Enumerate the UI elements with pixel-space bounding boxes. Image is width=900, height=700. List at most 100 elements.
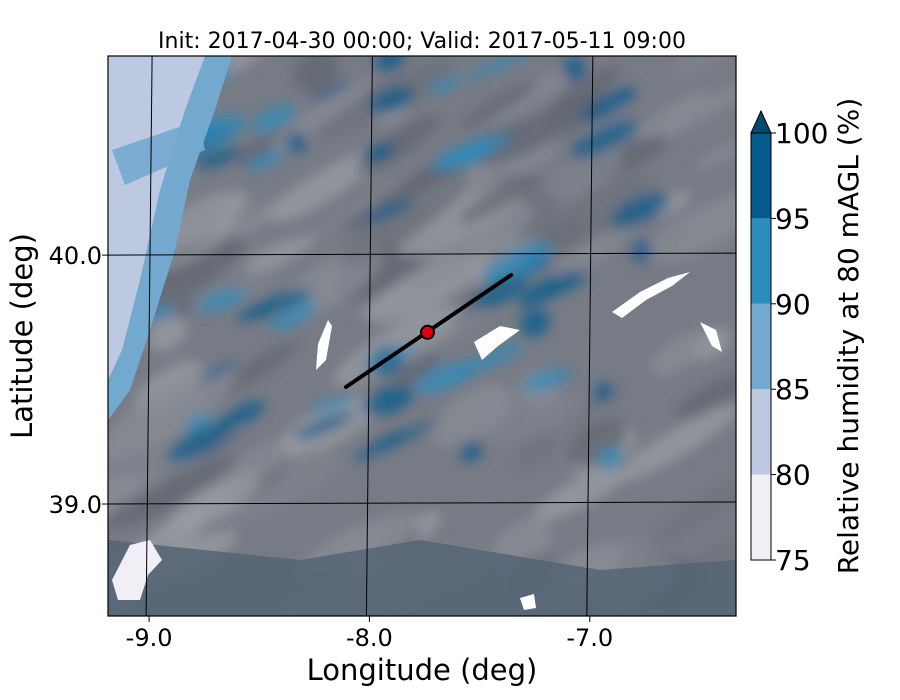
field-blob-humid <box>250 104 297 133</box>
field-blob <box>293 56 339 92</box>
field-blob-humid <box>563 56 587 83</box>
colorbar-segment <box>751 133 771 219</box>
x-tick-label: -9.0 <box>126 624 173 652</box>
field-blob-humid <box>308 394 356 415</box>
grid-meridian <box>586 56 594 616</box>
field-blob <box>270 149 380 223</box>
field-blob-humid <box>368 85 415 114</box>
field-blob-humid <box>414 362 474 394</box>
no-data-gap <box>316 320 332 370</box>
no-data-gap <box>474 326 520 360</box>
grid-meridian <box>145 56 153 616</box>
southern-zone <box>108 540 736 616</box>
field-blob-humid <box>426 75 461 94</box>
field-blob-humid <box>516 268 583 302</box>
field-blob-humid <box>362 384 414 417</box>
field-blob-humid <box>458 439 484 462</box>
field-blob <box>676 374 736 420</box>
field-blob <box>431 383 512 447</box>
map-marks <box>344 273 514 389</box>
dry-patch <box>112 540 162 600</box>
field-blob <box>461 81 539 128</box>
field-blob <box>517 437 555 467</box>
field-blob-humid <box>597 446 623 470</box>
colorbar-segment <box>751 389 771 475</box>
field-blob <box>555 230 620 275</box>
y-tick-label: 39.0 <box>49 491 102 519</box>
field-blob-humid <box>166 423 233 463</box>
field-blob-humid <box>269 301 318 331</box>
colorbar-segment <box>751 474 771 560</box>
field-blob-humid <box>482 242 554 283</box>
y-axis-ticks: 40.0 39.0 <box>49 242 108 519</box>
field-blob-humid <box>199 361 237 382</box>
colorbar-tick-label: 85 <box>775 373 811 406</box>
field-blob-humid <box>353 430 405 462</box>
field-blob <box>649 330 710 377</box>
field-blob-humid <box>246 149 286 170</box>
field-blob <box>458 173 540 224</box>
no-data-gap <box>700 322 722 352</box>
field-blob-humid <box>519 308 551 337</box>
field-blob <box>635 90 712 140</box>
field-blob <box>669 56 736 78</box>
field-blob-humid <box>464 56 532 81</box>
no-data-gap <box>612 272 690 318</box>
field-blob <box>639 188 736 264</box>
field-blob-humid <box>569 119 639 159</box>
grid-parallel <box>108 501 736 505</box>
field-blob <box>338 173 469 266</box>
x-tick-label: -7.0 <box>566 624 613 652</box>
field-blob-humid <box>293 412 355 440</box>
field-blob-humid <box>630 237 652 263</box>
grid-parallel <box>108 252 736 256</box>
colorbar-extend-arrow <box>750 109 772 134</box>
colorbar-label: Relative humidity at 80 mAGL (%) <box>832 98 865 575</box>
ocean-streak <box>112 120 205 185</box>
no-data-gap <box>520 594 536 610</box>
field-blob-humid <box>580 87 636 124</box>
field-blob-humid <box>148 303 176 321</box>
colorbar-frame <box>750 132 772 561</box>
field-blob <box>548 147 623 199</box>
field-blob-humid <box>523 373 550 392</box>
map-grid <box>108 56 736 616</box>
field-blob-humid <box>196 147 244 170</box>
colorbar-segment <box>751 303 771 390</box>
x-axis-label: Longitude (deg) <box>307 653 538 687</box>
field-blob <box>534 468 625 520</box>
y-tick-label: 40.0 <box>49 242 102 270</box>
colorbar-tick-label: 80 <box>775 459 811 492</box>
map-area <box>108 56 736 616</box>
x-axis-ticks: -9.0 -8.0 -7.0 <box>126 616 613 652</box>
ocean-band <box>108 56 205 380</box>
field-blob <box>527 391 589 437</box>
x-tick-label: -8.0 <box>346 624 393 652</box>
field-blob <box>392 353 440 387</box>
field-blob-humid <box>610 192 670 228</box>
field-blob-humid <box>363 199 415 224</box>
field-blob-humid <box>183 412 215 434</box>
colorbar-segment <box>751 218 771 304</box>
field-blob <box>108 456 238 529</box>
field-blob <box>108 366 236 460</box>
field-blob-humid <box>375 56 405 73</box>
field-blob-humid <box>591 382 615 402</box>
field-blob <box>235 131 286 167</box>
location-marker <box>420 324 435 340</box>
colorbar-tick-label: 75 <box>775 544 811 577</box>
field-blob-humid <box>197 287 247 314</box>
colorbar-tick-label: 90 <box>775 288 811 321</box>
field-blob-humid <box>519 274 591 309</box>
map-frame <box>107 55 737 617</box>
field-blob-humid <box>310 81 352 102</box>
field-blob-humid <box>218 400 265 430</box>
field-blob <box>650 462 736 545</box>
field-blob <box>410 205 534 287</box>
grid-meridian <box>365 56 373 616</box>
field-blob-humid <box>437 133 512 166</box>
field-blob <box>141 480 243 547</box>
field-blob-humid <box>237 288 312 321</box>
field-blob <box>615 403 736 482</box>
